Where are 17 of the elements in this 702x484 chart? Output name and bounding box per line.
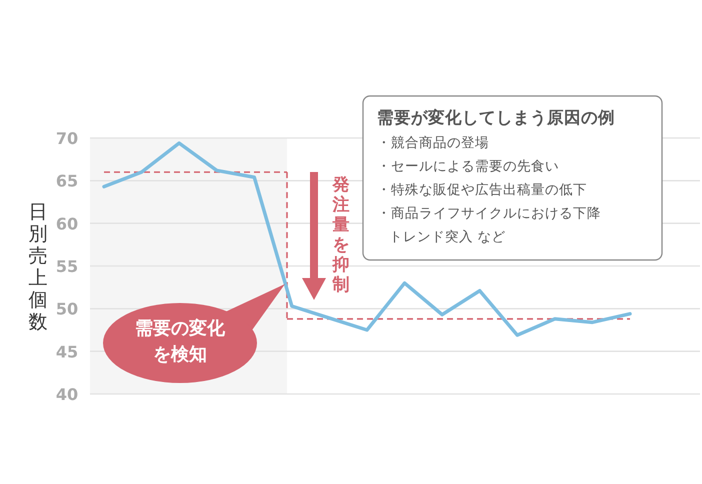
- y-tick-label: 45: [56, 342, 78, 362]
- annotation: ・商品ライフサイクルにおける下降: [377, 206, 601, 222]
- y-tick-label: 65: [56, 172, 78, 191]
- text: 需要が変化してしまう原因の例: [377, 108, 615, 127]
- y-tick-label: 40: [56, 385, 78, 404]
- annotation: トレンド突入 など: [389, 229, 506, 245]
- annotation: を検知: [153, 344, 207, 365]
- annotation: ・セールによる需要の先食い: [377, 158, 559, 174]
- annotation: ・特殊な販促や広告出稿量の低下: [377, 182, 587, 198]
- y-tick-label: 60: [56, 214, 78, 234]
- y-axis-title: 日別売上個数: [28, 201, 48, 333]
- annotation: 需要の変化: [135, 318, 226, 339]
- annotation: ・競合商品の登場: [377, 135, 489, 151]
- y-tick-label: 50: [56, 300, 78, 319]
- y-tick-label: 55: [56, 257, 78, 276]
- annotation: 発注量を抑制: [332, 175, 350, 295]
- y-tick-label: 70: [56, 129, 78, 148]
